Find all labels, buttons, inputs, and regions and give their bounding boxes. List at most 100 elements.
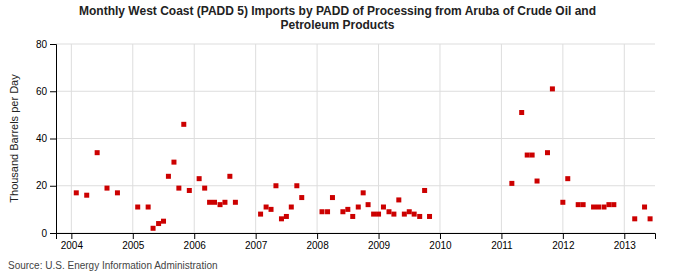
x-tick-mark	[133, 233, 134, 239]
x-axis-line	[57, 234, 656, 240]
x-tick: 2013	[614, 233, 637, 251]
y-tick: 40	[36, 133, 56, 144]
point	[565, 176, 570, 181]
point	[166, 174, 171, 179]
point	[427, 214, 432, 219]
x-tick-mark	[71, 233, 72, 239]
point	[386, 209, 391, 214]
point	[407, 209, 412, 214]
point	[611, 202, 616, 207]
point	[519, 110, 524, 115]
y-tick-label: 0	[41, 228, 47, 239]
x-grid-line	[378, 44, 379, 233]
point	[273, 183, 278, 188]
point	[135, 205, 140, 210]
point	[530, 153, 535, 158]
x-tick-label: 2011	[491, 240, 513, 251]
y-tick: 0	[41, 228, 56, 239]
y-grid-line	[56, 138, 655, 139]
x-tick-label: 2012	[552, 240, 575, 251]
point	[412, 212, 417, 217]
point	[115, 190, 120, 195]
point	[104, 186, 109, 191]
title-line: Monthly West Coast (PADD 5) Imports by P…	[79, 4, 596, 18]
title-line: Petroleum Products	[280, 18, 394, 32]
point	[417, 214, 422, 219]
point	[606, 202, 611, 207]
point	[294, 183, 299, 188]
x-tick: 2010	[429, 233, 452, 251]
y-axis: 020406080	[36, 39, 57, 239]
point	[509, 181, 514, 186]
x-tick: 2011	[491, 233, 513, 251]
point	[84, 193, 89, 198]
x-tick: 2012	[552, 233, 575, 251]
point	[602, 205, 607, 210]
point	[218, 202, 223, 207]
y-tick-mark	[50, 91, 56, 92]
x-tick: 2007	[245, 233, 268, 251]
point	[591, 205, 596, 210]
x-tick-mark	[440, 233, 441, 239]
y-tick-label: 60	[36, 86, 48, 97]
point	[258, 212, 263, 217]
x-grid-line	[255, 44, 256, 233]
grid	[56, 44, 655, 233]
x-axis: 2004 2005 2006 2007 2008 2009 2010 2011 2012 2013	[57, 233, 656, 251]
y-axis-line	[50, 45, 57, 234]
point	[525, 153, 530, 158]
point	[95, 150, 100, 155]
y-grid-line	[56, 91, 655, 92]
point	[576, 202, 581, 207]
point	[212, 200, 217, 205]
x-tick-label: 2007	[245, 240, 268, 251]
x-tick-label: 2008	[306, 240, 329, 251]
x-tick-label: 2013	[614, 240, 637, 251]
point	[151, 226, 156, 231]
point	[197, 176, 202, 181]
x-tick: 2009	[368, 233, 391, 251]
point	[202, 186, 207, 191]
point	[269, 207, 274, 212]
point	[187, 188, 192, 193]
x-tick-mark	[563, 233, 564, 239]
point	[402, 212, 407, 217]
chart: Monthly West Coast (PADD 5) Imports by P…	[0, 0, 675, 275]
x-grid-line	[194, 44, 195, 233]
y-tick-mark	[50, 186, 56, 187]
point	[545, 150, 550, 155]
point	[340, 209, 345, 214]
x-tick-mark	[501, 233, 502, 239]
plot: 2004 2005 2006 2007 2008 2009 2010 2011 2012 2013…	[8, 39, 656, 251]
point	[642, 205, 647, 210]
point	[648, 216, 653, 221]
x-tick-label: 2004	[61, 240, 84, 251]
point	[345, 207, 350, 212]
point	[74, 190, 79, 195]
y-axis-title: Thousand Barrels per Day	[8, 74, 20, 203]
point	[356, 205, 361, 210]
point	[376, 212, 381, 217]
point	[330, 195, 335, 200]
x-tick-label: 2009	[368, 240, 391, 251]
point	[284, 214, 289, 219]
point	[207, 200, 212, 205]
x-tick: 2005	[122, 233, 145, 251]
x-tick-label: 2006	[184, 240, 207, 251]
point	[535, 179, 540, 184]
y-tick: 80	[36, 39, 56, 50]
point	[222, 200, 227, 205]
point	[350, 214, 355, 219]
point	[171, 160, 176, 165]
point	[371, 212, 376, 217]
y-tick-label: 80	[36, 39, 48, 50]
y-tick: 60	[36, 86, 56, 97]
source: Source: U.S. Energy Information Administ…	[8, 260, 218, 271]
x-grid-line	[501, 44, 502, 233]
x-grid-line	[439, 44, 440, 233]
point	[381, 205, 386, 210]
point	[146, 205, 151, 210]
point	[422, 188, 427, 193]
point	[289, 205, 294, 210]
y-tick-mark	[50, 44, 56, 45]
